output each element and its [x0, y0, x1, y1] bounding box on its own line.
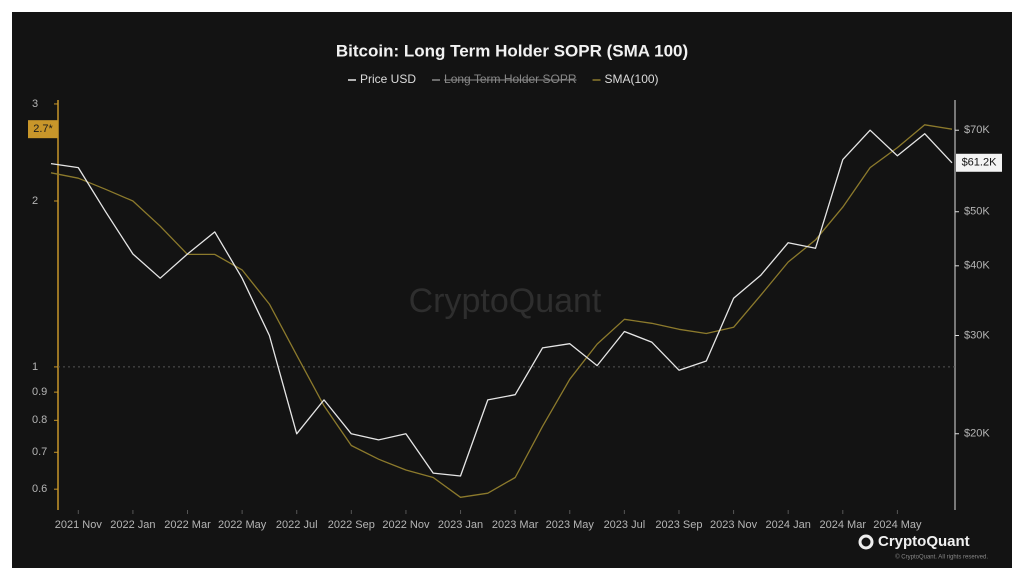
- copyright: © CryptoQuant. All rights reserved.: [895, 554, 988, 561]
- x-tick-label: 2023 Sep: [655, 519, 702, 531]
- y2-marker-box: [956, 153, 1002, 172]
- x-tick-label: 2023 Nov: [710, 519, 758, 531]
- y-tick-label: 3: [32, 98, 38, 110]
- x-tick-label: 2024 Jan: [766, 519, 811, 531]
- legend-label: Price USD: [360, 72, 416, 86]
- x-tick-label: 2022 Jan: [110, 519, 155, 531]
- y2-tick-label: $50K: [964, 206, 990, 218]
- y-tick-label: 1: [32, 361, 38, 373]
- x-tick-label: 2023 May: [546, 519, 595, 531]
- x-tick-label: 2023 Mar: [492, 519, 539, 531]
- y-marker-box: [28, 120, 58, 139]
- x-tick-label: 2022 Nov: [382, 519, 430, 531]
- x-tick-label: 2021 Nov: [55, 519, 103, 531]
- x-tick-label: 2024 Mar: [820, 519, 867, 531]
- x-tick-label: 2022 Jul: [276, 519, 318, 531]
- brand-logo: [858, 534, 874, 550]
- legend-label: Long Term Holder SOPR: [444, 72, 577, 86]
- y2-tick-label: $70K: [964, 124, 990, 136]
- y2-tick-label: $20K: [964, 428, 990, 440]
- y2-tick-label: $40K: [964, 260, 990, 272]
- x-tick-label: 2023 Jan: [438, 519, 483, 531]
- legend-label: SMA(100): [605, 72, 659, 86]
- y-tick-label: 2: [32, 195, 38, 207]
- y2-marker-label: $61.2K: [962, 157, 998, 169]
- x-tick-label: 2022 May: [218, 519, 267, 531]
- y-tick-label: 0.8: [32, 414, 47, 426]
- x-tick-label: 2022 Mar: [164, 519, 211, 531]
- watermark: CryptoQuant: [409, 282, 602, 320]
- x-tick-label: 2024 May: [873, 519, 922, 531]
- x-tick-label: 2022 Sep: [328, 519, 375, 531]
- y-tick-label: 0.7: [32, 446, 47, 458]
- chart-title: Bitcoin: Long Term Holder SOPR (SMA 100): [336, 41, 688, 60]
- series-line: [50, 124, 953, 498]
- y2-tick-label: $30K: [964, 329, 990, 341]
- series-line: [50, 129, 953, 477]
- x-tick-label: 2023 Jul: [604, 519, 646, 531]
- brand: CryptoQuant: [878, 533, 970, 550]
- y-tick-label: 0.9: [32, 386, 47, 398]
- chart-background: [12, 12, 1012, 568]
- y-tick-label: 0.6: [32, 483, 47, 495]
- y-marker-label: 2.7*: [33, 123, 53, 135]
